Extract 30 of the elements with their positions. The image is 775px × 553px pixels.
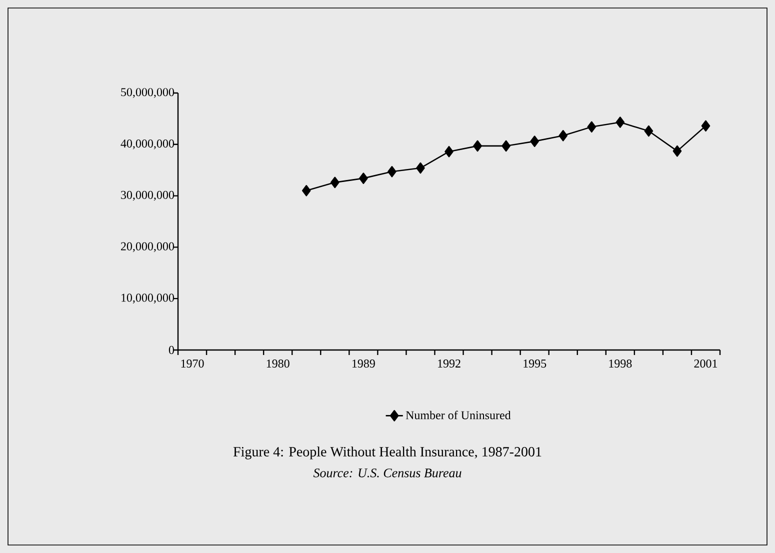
x-tick-label: 1992: [438, 360, 460, 368]
point: [388, 166, 396, 178]
legend-label: Number of Uninsured: [406, 410, 511, 420]
x-tick-label: 1995: [524, 360, 546, 368]
point: [359, 172, 368, 184]
y-tick-label: 50,000,000: [121, 88, 174, 98]
point: [330, 176, 340, 188]
point: [530, 136, 539, 147]
point: [502, 140, 510, 152]
x-tick-label: 1970: [181, 360, 204, 368]
point: [416, 162, 425, 174]
point: [558, 130, 568, 142]
y-tick-label: 20,000,000: [121, 242, 174, 252]
point: [302, 185, 311, 196]
y-tick-label: 40,000,000: [120, 139, 174, 150]
point: [473, 140, 482, 152]
x-tick-label: 1989: [352, 360, 375, 368]
source-note: Source: U.S. Census Bureau: [313, 468, 462, 478]
x-tick-label: 2001: [694, 360, 718, 368]
x-tick-label: 1980: [266, 360, 290, 368]
point: [616, 116, 625, 128]
y-tick-label: 30,000,000: [121, 190, 174, 201]
y-tick-label: 10,000,000: [122, 294, 174, 304]
point: [444, 146, 454, 158]
point: [587, 121, 596, 133]
text: Figure 4: People Without Health Insurance, 1987-2001: [233, 446, 542, 460]
point: [672, 145, 682, 157]
x-tick-label: 1998: [609, 360, 632, 368]
point: [644, 125, 654, 137]
point: [701, 120, 710, 132]
